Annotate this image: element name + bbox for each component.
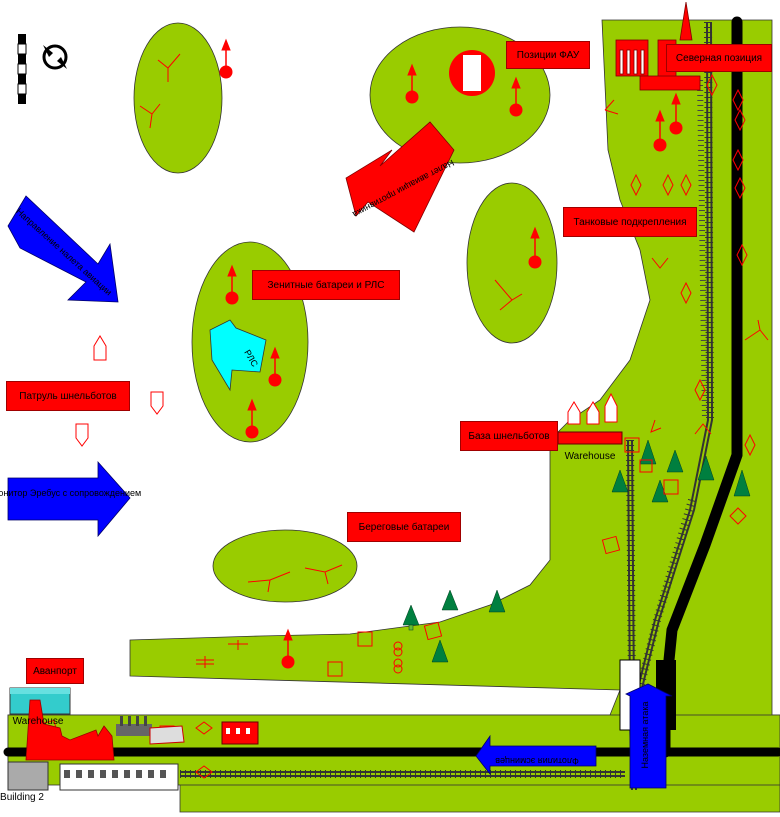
unit-markers [219,38,683,669]
scale-bar [17,34,27,104]
monitor-label: Монитор Эребус с сопровождением [0,488,141,498]
enemy-attack-arrow [345,121,455,233]
north-buildings [615,1,701,91]
naval-arrow [7,195,119,303]
tree-group [402,439,751,663]
flotilla-label: Флотилия эсминцев [495,756,579,766]
flotilla-arrow [475,734,597,776]
island-coastal [212,529,358,603]
port-buildings [7,431,623,791]
label-coastal-batteries: Береговые батареи [347,512,461,542]
hex-markers [630,73,756,525]
warehouse-label-base: Warehouse [565,451,616,462]
label-boat-patrol: Патруль шнельботов [6,381,130,411]
building-label: Building 2 [0,792,44,803]
label-faa-positions: Позиции ФАУ [506,41,590,69]
rls-arrow [209,319,267,392]
label-aa-batteries: Зенитные батареи и РЛС [252,270,400,300]
island-north [369,26,551,164]
label-north-position: Северная позиция [666,44,772,72]
warehouse-label-port: Warehouse [13,716,64,727]
compass-icon [42,44,68,70]
land-strike-arrow [625,683,673,789]
island-northwest [133,22,223,174]
house-markers [75,335,618,447]
label-avanport: Аванпорт [26,658,84,684]
label-tank-reinforcements: Танковые подкрепления [563,207,697,237]
no-entry-icon [449,50,495,96]
mainland [7,19,780,813]
gun-symbols [139,53,769,668]
land-strike-label: Наземная атака [640,702,650,769]
monitor-arrow [7,460,131,538]
label-boat-base: База шнельботов [460,421,558,451]
building-label-text: Building 2 [0,792,44,803]
island-center [466,182,558,344]
